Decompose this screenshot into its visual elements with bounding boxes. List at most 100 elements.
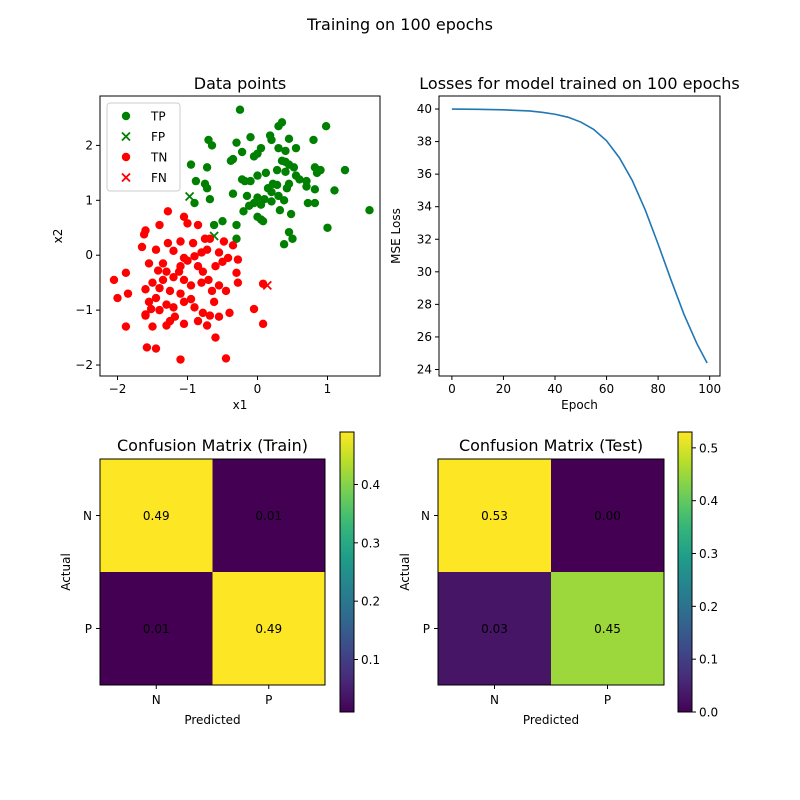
scatter-point-tp xyxy=(191,176,201,186)
scatter-point-tp xyxy=(286,209,296,219)
scatter-point-tp xyxy=(272,180,282,190)
cm-test-colorbar-tick-label: 0.5 xyxy=(699,441,718,455)
scatter-point-tn xyxy=(207,286,217,296)
cm-test-colorbar-tick-label: 0.1 xyxy=(699,653,718,667)
scatter-point-tp xyxy=(207,141,217,150)
scatter-point-tp xyxy=(267,197,276,206)
scatter-point-tn xyxy=(211,261,220,271)
cm-train-cell xyxy=(100,459,213,572)
scatter-point-tp xyxy=(312,168,322,178)
scatter-point-tn xyxy=(155,220,164,230)
scatter-point-tn xyxy=(179,275,189,285)
scatter-axes-frame xyxy=(99,95,381,377)
scatter-point-tn xyxy=(214,281,224,290)
scatter-point-tp xyxy=(274,121,283,131)
scatter-point-tp xyxy=(281,167,290,176)
scatter-point-tn xyxy=(158,259,168,268)
scatter-point-tp xyxy=(226,156,236,165)
scatter-point-tn xyxy=(179,319,189,329)
scatter-point-tn xyxy=(183,219,192,228)
scatter-point-tn xyxy=(139,230,149,239)
cm-train-y-tick-label: P xyxy=(85,622,92,636)
scatter-point-tn xyxy=(188,238,198,248)
legend-label-tn: TN xyxy=(150,151,167,165)
scatter-point-tn xyxy=(211,333,220,342)
cm-test-colorbar-tick-label: 0.2 xyxy=(699,600,718,614)
scatter-point-tp xyxy=(323,223,332,232)
scatter-point-tp xyxy=(242,191,252,201)
scatter-y-tick-label: 1 xyxy=(85,193,93,207)
scatter-point-tn xyxy=(193,261,203,271)
scatter-point-tp xyxy=(365,205,374,215)
scatter-point-tn xyxy=(198,267,208,276)
scatter-point-tp xyxy=(239,207,248,216)
scatter-point-tn xyxy=(193,316,203,326)
scatter-y-tick-label: 0 xyxy=(85,248,93,262)
cm-train-cell-label: 0.01 xyxy=(255,509,282,523)
loss-x-tick-label: 80 xyxy=(650,382,665,396)
scatter-point-tp xyxy=(235,105,245,114)
scatter-point-tn xyxy=(205,234,215,243)
loss-panel: 0 20 40 60 80 100 24 26 28 30 32 34 36 38 40 Losses for… xyxy=(389,74,740,412)
scatter-point-tn xyxy=(186,281,196,290)
scatter-point-tp xyxy=(330,186,339,195)
scatter-point-fp xyxy=(184,191,195,202)
scatter-point-tn xyxy=(141,285,150,294)
scatter-point-tn xyxy=(148,278,157,287)
cm-test-cell xyxy=(551,572,664,685)
scatter-point-tn xyxy=(197,248,206,257)
loss-y-tick-label: 40 xyxy=(417,102,432,116)
legend-marker-fn xyxy=(121,172,131,183)
scatter-point-tn xyxy=(176,355,185,364)
scatter-point-tn xyxy=(144,259,154,268)
scatter-point-tp xyxy=(272,165,282,175)
loss-x-tick-label: 60 xyxy=(599,382,614,396)
scatter-point-tp xyxy=(205,195,215,204)
cm-train-cell xyxy=(212,459,325,572)
scatter-x-tick-label: 0 xyxy=(254,382,262,396)
scatter-point-tp xyxy=(284,227,294,237)
scatter-point-tn xyxy=(169,246,178,256)
scatter-y-tick-label: 2 xyxy=(85,138,93,152)
scatter-point-tp xyxy=(253,171,262,180)
scatter-point-tp xyxy=(321,121,331,131)
scatter-point-tn xyxy=(214,312,224,321)
scatter-point-tn xyxy=(146,304,156,314)
scatter-point-tp xyxy=(258,216,268,226)
scatter-point-tn xyxy=(155,305,164,315)
scatter-point-tn xyxy=(155,283,164,293)
scatter-x-tick-label: 1 xyxy=(324,382,332,396)
scatter-point-tp xyxy=(267,187,276,197)
scatter-point-tn xyxy=(162,267,171,276)
cm-train-x-tick-label: P xyxy=(265,693,272,707)
loss-axes-frame xyxy=(438,95,721,377)
scatter-point-tp xyxy=(281,146,290,156)
scatter-point-tn xyxy=(121,322,131,331)
scatter-point-tn xyxy=(221,286,231,296)
scatter-point-tp xyxy=(228,189,238,198)
cm-train-cell-label: 0.01 xyxy=(143,622,170,636)
cm-test-colorbar-tick-label: 0.3 xyxy=(699,547,718,561)
scatter-point-tn xyxy=(121,268,131,277)
scatter-point-tp xyxy=(274,143,283,153)
scatter-point-tn xyxy=(209,297,219,307)
scatter-point-tn xyxy=(179,297,189,307)
scatter-legend: TP FP TN FN xyxy=(106,102,181,192)
scatter-point-tp xyxy=(232,220,241,230)
cm-test-title: Confusion Matrix (Test) xyxy=(459,436,643,455)
cm-test-panel: 0.53 0.00 0.03 0.45 N P N P Confusion Matrix (Te… xyxy=(398,431,718,727)
cm-train-title: Confusion Matrix (Train) xyxy=(117,436,308,455)
cm-test-colorbar-tick-label: 0.0 xyxy=(699,706,718,720)
scatter-point-tp xyxy=(246,132,255,142)
scatter-point-tn xyxy=(214,248,224,257)
scatter-point-tp xyxy=(295,175,304,184)
loss-x-axis-label: Epoch xyxy=(561,398,598,412)
loss-x-tick-label: 20 xyxy=(496,382,511,396)
scatter-point-tp xyxy=(249,152,259,161)
scatter-point-tp xyxy=(284,134,294,144)
cm-test-cell xyxy=(438,459,551,572)
cm-train-x-axis-label: Predicted xyxy=(184,713,240,727)
cm-train-cell-label: 0.49 xyxy=(143,509,170,523)
scatter-point-tp xyxy=(310,185,320,194)
legend-marker-fp xyxy=(121,131,131,142)
